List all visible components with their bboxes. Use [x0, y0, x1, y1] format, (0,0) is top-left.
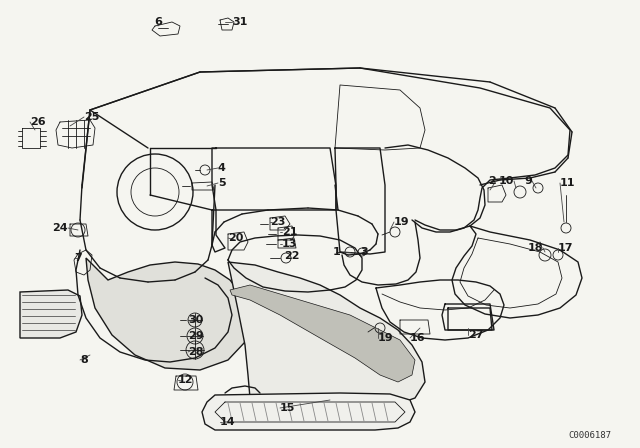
Text: 8: 8 [80, 355, 88, 365]
Text: 16: 16 [410, 333, 426, 343]
Text: 4: 4 [218, 163, 226, 173]
Text: 3: 3 [360, 247, 367, 257]
Text: 5: 5 [218, 178, 226, 188]
Text: 31: 31 [232, 17, 248, 27]
Text: 7: 7 [74, 253, 82, 263]
Polygon shape [228, 262, 425, 410]
Text: 20: 20 [228, 233, 243, 243]
Text: 25: 25 [84, 112, 99, 122]
Text: 28: 28 [188, 347, 204, 357]
Text: 22: 22 [284, 251, 300, 261]
Text: 15: 15 [280, 403, 296, 413]
Text: 12: 12 [178, 375, 193, 385]
Polygon shape [230, 285, 415, 382]
Text: 19: 19 [394, 217, 410, 227]
Polygon shape [20, 290, 82, 338]
Text: 17: 17 [558, 243, 573, 253]
Polygon shape [86, 258, 250, 370]
Text: 14: 14 [220, 417, 236, 427]
Text: 29: 29 [188, 331, 204, 341]
Text: 23: 23 [270, 217, 285, 227]
Text: 1: 1 [332, 247, 340, 257]
Text: 13: 13 [282, 239, 298, 249]
Text: 10: 10 [499, 176, 514, 186]
Text: 18: 18 [527, 243, 543, 253]
Text: 9: 9 [524, 176, 532, 186]
Text: 24: 24 [52, 223, 68, 233]
Text: 6: 6 [154, 17, 162, 27]
Polygon shape [202, 393, 415, 430]
Text: 11: 11 [560, 178, 575, 188]
Text: 26: 26 [30, 117, 45, 127]
Text: 2: 2 [488, 176, 496, 186]
Text: 30: 30 [188, 315, 204, 325]
Text: 27: 27 [468, 330, 483, 340]
Text: C0006187: C0006187 [568, 431, 611, 439]
Text: 21: 21 [282, 227, 298, 237]
Text: 19: 19 [378, 333, 394, 343]
